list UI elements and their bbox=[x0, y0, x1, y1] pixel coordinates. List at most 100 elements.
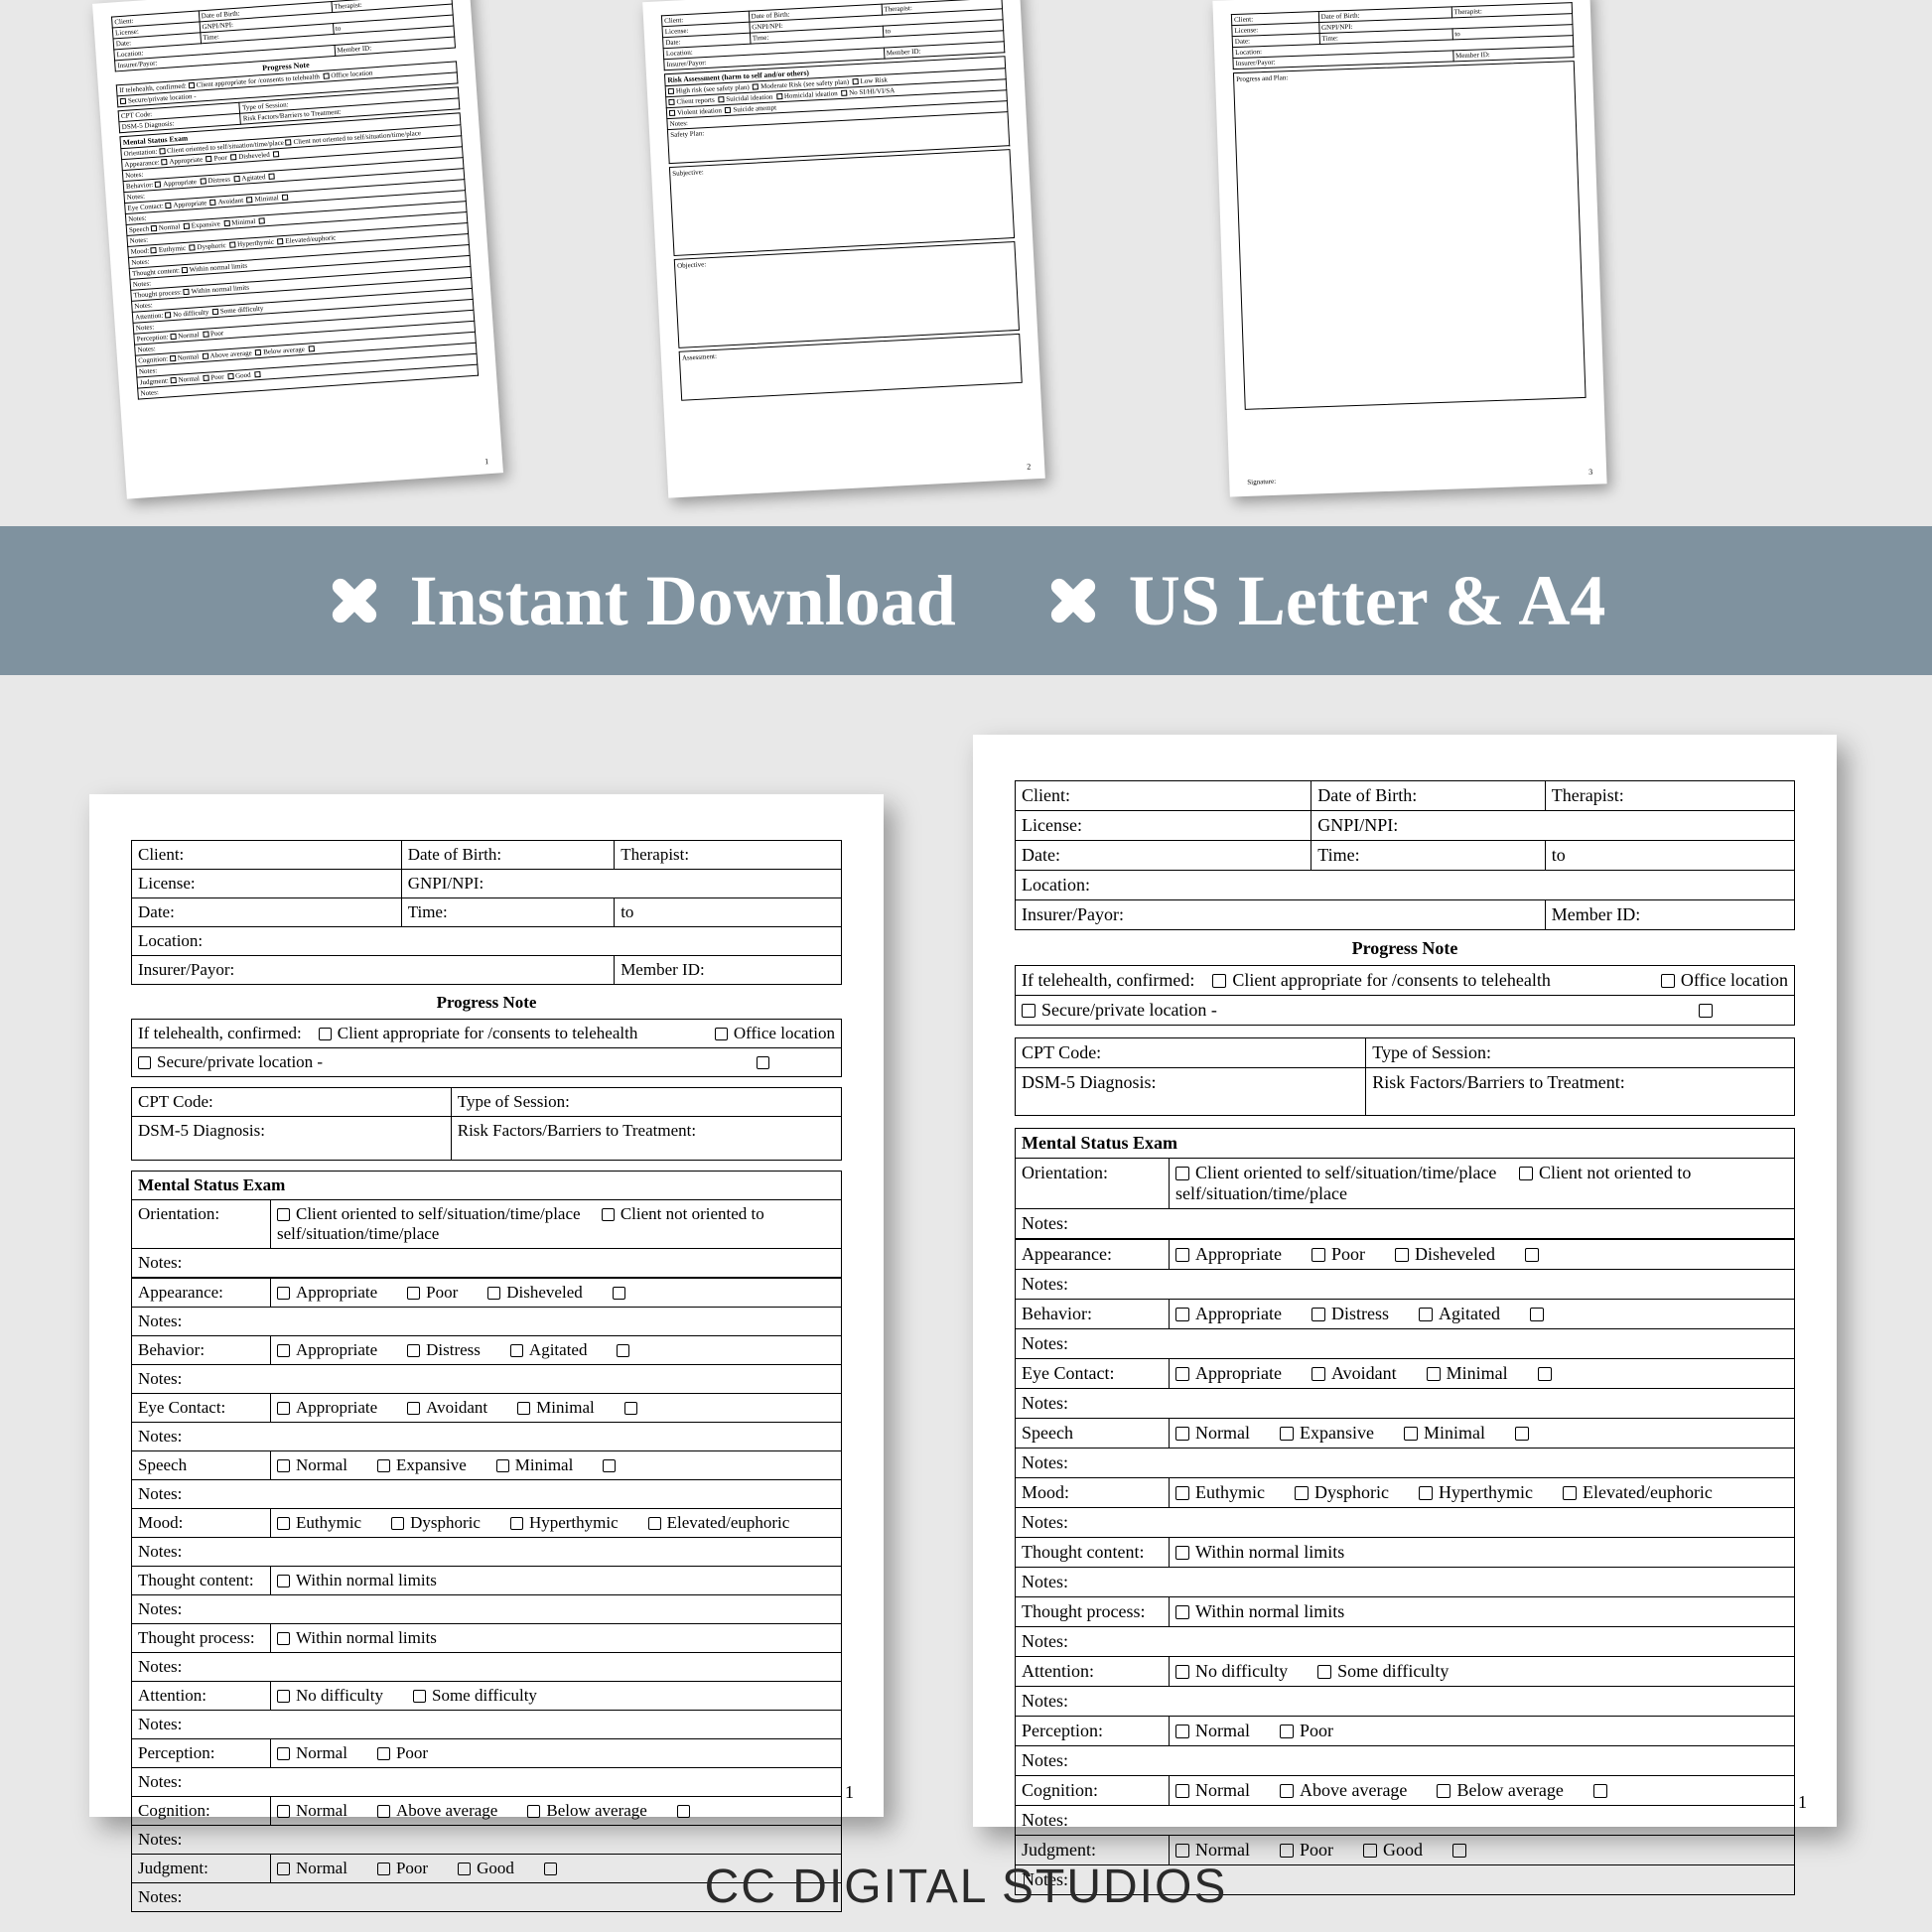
telehealth-opt-office: Office location bbox=[734, 1024, 835, 1042]
checkbox[interactable] bbox=[1530, 1308, 1544, 1321]
notes-row: Notes: bbox=[132, 1826, 842, 1855]
checkbox[interactable] bbox=[1419, 1308, 1433, 1321]
checkbox[interactable] bbox=[715, 1028, 728, 1040]
checkbox[interactable] bbox=[1563, 1486, 1577, 1500]
mse-row-label: Perception: bbox=[132, 1739, 271, 1768]
checkbox[interactable] bbox=[1280, 1844, 1294, 1858]
checkbox[interactable] bbox=[377, 1805, 390, 1818]
checkbox[interactable] bbox=[1175, 1546, 1189, 1560]
checkbox[interactable] bbox=[377, 1459, 390, 1472]
checkbox[interactable] bbox=[391, 1517, 404, 1530]
checkbox[interactable] bbox=[1452, 1844, 1466, 1858]
checkbox[interactable] bbox=[1427, 1367, 1441, 1381]
mse-row-options: NormalPoor bbox=[1170, 1717, 1795, 1746]
checkbox[interactable] bbox=[1212, 974, 1226, 988]
checkbox[interactable] bbox=[603, 1459, 616, 1472]
mse-row-label: Thought content: bbox=[132, 1567, 271, 1595]
notes-row: Notes: bbox=[132, 1423, 842, 1451]
checkbox[interactable] bbox=[1280, 1784, 1294, 1798]
mse-row-options: EuthymicDysphoricHyperthymicElevated/eup… bbox=[271, 1509, 842, 1538]
checkbox[interactable] bbox=[407, 1402, 420, 1415]
mse-row-options: NormalPoor bbox=[271, 1739, 842, 1768]
mse-row-label: Mood: bbox=[132, 1509, 271, 1538]
checkbox[interactable] bbox=[1175, 1844, 1189, 1858]
field-client: Client: bbox=[132, 841, 402, 870]
checkbox[interactable] bbox=[1022, 1004, 1035, 1018]
checkbox[interactable] bbox=[1175, 1308, 1189, 1321]
codes-table: CPT Code: Type of Session: DSM-5 Diagnos… bbox=[1015, 1037, 1795, 1116]
checkbox[interactable] bbox=[624, 1402, 637, 1415]
mse-row-label: Eye Contact: bbox=[132, 1394, 271, 1423]
checkbox[interactable] bbox=[677, 1805, 690, 1818]
checkbox[interactable] bbox=[277, 1287, 290, 1300]
checkbox[interactable] bbox=[602, 1208, 615, 1221]
checkbox[interactable] bbox=[413, 1690, 426, 1703]
checkbox[interactable] bbox=[617, 1344, 629, 1357]
checkbox[interactable] bbox=[277, 1517, 290, 1530]
checkbox[interactable] bbox=[1437, 1784, 1450, 1798]
checkbox[interactable] bbox=[1311, 1367, 1325, 1381]
telehealth-opt-consents: Client appropriate for /consents to tele… bbox=[338, 1024, 638, 1042]
checkbox[interactable] bbox=[1538, 1367, 1552, 1381]
checkbox[interactable] bbox=[1519, 1167, 1533, 1180]
checkbox[interactable] bbox=[277, 1690, 290, 1703]
checkbox[interactable] bbox=[527, 1805, 540, 1818]
mse-row-label: Speech bbox=[1016, 1419, 1170, 1449]
checkbox[interactable] bbox=[613, 1287, 625, 1300]
checkbox[interactable] bbox=[1175, 1248, 1189, 1262]
checkbox[interactable] bbox=[1317, 1665, 1331, 1679]
checkbox[interactable] bbox=[1175, 1367, 1189, 1381]
checkbox[interactable] bbox=[648, 1517, 661, 1530]
checkbox[interactable] bbox=[1280, 1725, 1294, 1738]
checkbox[interactable] bbox=[277, 1805, 290, 1818]
checkbox[interactable] bbox=[1311, 1248, 1325, 1262]
checkbox[interactable] bbox=[757, 1056, 769, 1069]
notes-row: Notes: bbox=[132, 1538, 842, 1567]
checkbox[interactable] bbox=[1175, 1665, 1189, 1679]
checkbox[interactable] bbox=[1661, 974, 1675, 988]
checkbox[interactable] bbox=[1175, 1605, 1189, 1619]
checkbox[interactable] bbox=[1515, 1427, 1529, 1441]
checkbox[interactable] bbox=[487, 1287, 500, 1300]
notes-row: Notes: bbox=[132, 1480, 842, 1509]
mse-row-options: NormalAbove averageBelow average bbox=[1170, 1776, 1795, 1806]
checkbox[interactable] bbox=[496, 1459, 509, 1472]
mse-row-options: No difficultySome difficulty bbox=[1170, 1657, 1795, 1687]
checkbox[interactable] bbox=[1363, 1844, 1377, 1858]
checkbox[interactable] bbox=[1295, 1486, 1309, 1500]
checkbox[interactable] bbox=[277, 1402, 290, 1415]
notes-row: Notes: bbox=[1016, 1746, 1795, 1776]
checkbox[interactable] bbox=[1175, 1784, 1189, 1798]
checkbox[interactable] bbox=[1699, 1004, 1713, 1018]
checkbox[interactable] bbox=[1419, 1486, 1433, 1500]
checkbox[interactable] bbox=[1175, 1725, 1189, 1738]
field-time-to: to bbox=[615, 898, 842, 927]
checkbox[interactable] bbox=[1175, 1427, 1189, 1441]
checkbox[interactable] bbox=[510, 1344, 523, 1357]
checkbox[interactable] bbox=[1175, 1167, 1189, 1180]
checkbox[interactable] bbox=[277, 1632, 290, 1645]
checkbox[interactable] bbox=[277, 1459, 290, 1472]
checkbox[interactable] bbox=[407, 1344, 420, 1357]
checkbox[interactable] bbox=[1311, 1308, 1325, 1321]
checkbox[interactable] bbox=[277, 1208, 290, 1221]
progress-note-title: Progress Note bbox=[131, 985, 842, 1019]
checkbox[interactable] bbox=[319, 1028, 332, 1040]
checkbox[interactable] bbox=[277, 1747, 290, 1760]
notes-row: Notes: bbox=[132, 1768, 842, 1797]
checkbox[interactable] bbox=[138, 1056, 151, 1069]
checkbox[interactable] bbox=[407, 1287, 420, 1300]
codes-table: CPT Code: Type of Session: DSM-5 Diagnos… bbox=[131, 1087, 842, 1161]
checkbox[interactable] bbox=[1525, 1248, 1539, 1262]
mse-row-options: AppropriateAvoidantMinimal bbox=[1170, 1359, 1795, 1389]
checkbox[interactable] bbox=[277, 1575, 290, 1587]
checkbox[interactable] bbox=[1395, 1248, 1409, 1262]
checkbox[interactable] bbox=[1593, 1784, 1607, 1798]
checkbox[interactable] bbox=[277, 1344, 290, 1357]
checkbox[interactable] bbox=[1280, 1427, 1294, 1441]
checkbox[interactable] bbox=[1175, 1486, 1189, 1500]
checkbox[interactable] bbox=[1404, 1427, 1418, 1441]
checkbox[interactable] bbox=[517, 1402, 530, 1415]
checkbox[interactable] bbox=[377, 1747, 390, 1760]
checkbox[interactable] bbox=[510, 1517, 523, 1530]
